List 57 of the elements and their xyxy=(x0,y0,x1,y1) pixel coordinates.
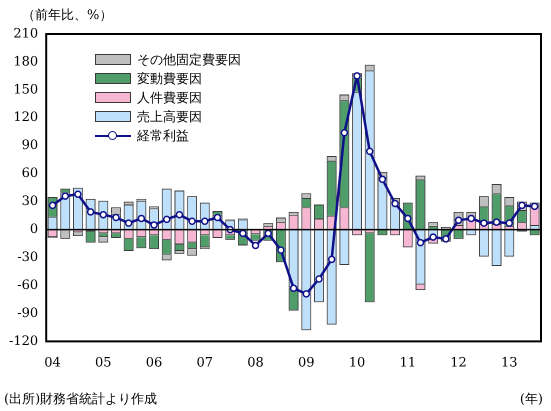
point xyxy=(252,242,260,250)
y-tick-label: 120 xyxy=(13,110,38,126)
point xyxy=(429,233,437,241)
point xyxy=(214,214,222,222)
y-tick-label: 210 xyxy=(13,26,38,42)
point xyxy=(530,202,538,210)
point xyxy=(74,190,82,198)
point xyxy=(201,217,209,225)
legend-label: 経常利益 xyxy=(137,128,189,144)
y-tick-label: 0 xyxy=(30,222,38,237)
y-tick-label: 180 xyxy=(13,54,38,70)
legend-label: 人件費要因 xyxy=(137,90,202,106)
point xyxy=(315,275,323,283)
x-tick-label: 04 xyxy=(44,356,61,371)
point xyxy=(366,148,374,156)
y-tick-label: -90 xyxy=(17,306,38,321)
point xyxy=(328,256,336,264)
x-tick-label: 09 xyxy=(298,356,315,371)
point xyxy=(492,218,500,226)
y-tick-label: 60 xyxy=(22,166,38,182)
point xyxy=(480,219,488,227)
x-tick-label: 07 xyxy=(196,356,214,371)
text: (出所)財務省統計より作成 xyxy=(4,391,158,408)
y-tick-label: 30 xyxy=(22,194,38,210)
y-tick-label: -120 xyxy=(8,334,38,349)
legend-label: その他固定費要因 xyxy=(137,52,241,68)
y-tick-label: 90 xyxy=(22,138,38,154)
point xyxy=(61,192,69,200)
point xyxy=(290,284,298,292)
point xyxy=(340,128,348,136)
x-axis-title: (年) xyxy=(520,391,543,408)
point xyxy=(162,216,170,224)
x-tick-label: 13 xyxy=(501,356,518,371)
point xyxy=(124,219,132,227)
legend-label: 売上高要因 xyxy=(137,108,202,126)
y-tick-label: -60 xyxy=(17,278,38,293)
point xyxy=(391,200,399,208)
point xyxy=(150,221,158,229)
point xyxy=(277,246,285,254)
point xyxy=(302,290,310,298)
legend-label: 変動費要因 xyxy=(137,70,202,88)
point xyxy=(467,214,475,222)
point xyxy=(176,210,184,218)
y-axis-title: （前年比、%） xyxy=(22,7,112,24)
point xyxy=(188,217,196,225)
y-tick-label: 150 xyxy=(13,82,38,98)
point xyxy=(506,219,514,227)
point xyxy=(378,176,386,184)
x-tick-label: 08 xyxy=(247,356,264,371)
x-tick-label: 05 xyxy=(95,356,112,371)
y-tick-label: -30 xyxy=(17,250,38,265)
x-tick-label: 12 xyxy=(450,356,467,371)
x-tick-label: 10 xyxy=(348,356,366,371)
point xyxy=(264,230,272,238)
x-tick-label: 06 xyxy=(146,356,162,371)
x-tick-label: 11 xyxy=(400,356,416,371)
point xyxy=(416,238,424,246)
